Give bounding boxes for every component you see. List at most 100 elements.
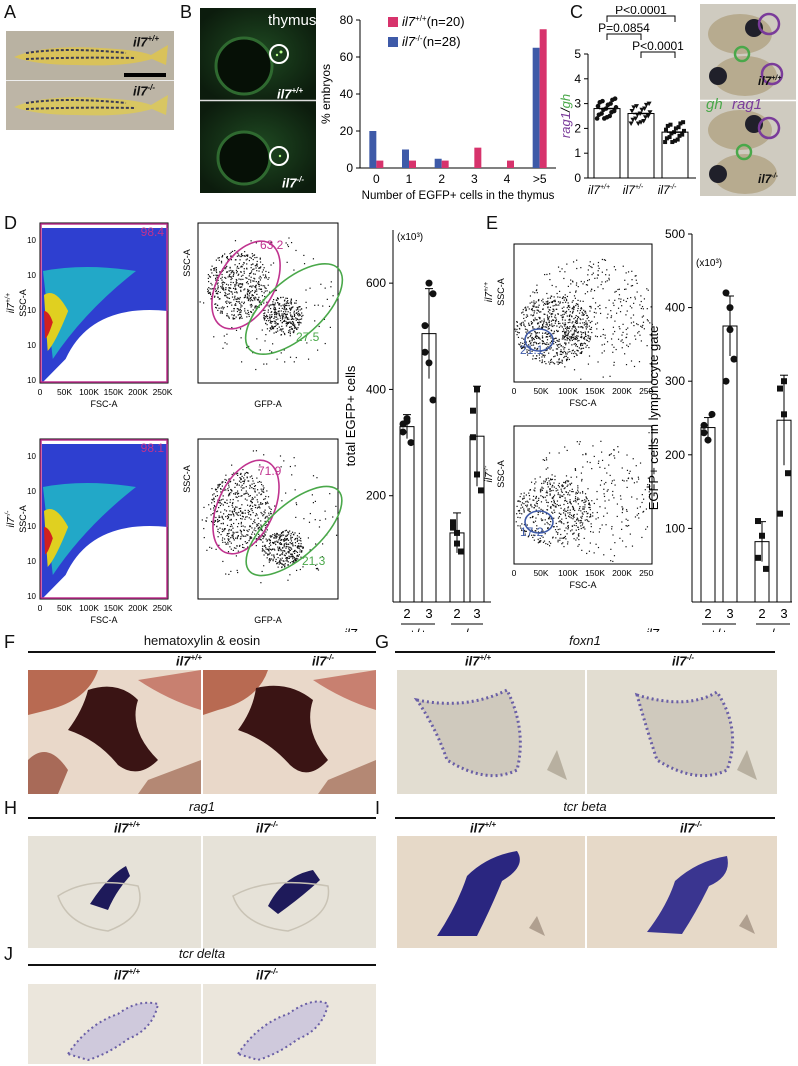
event-dot bbox=[625, 300, 627, 303]
event-dot bbox=[267, 320, 270, 322]
event-dot bbox=[266, 548, 269, 550]
event-dot bbox=[577, 316, 580, 318]
event-dot bbox=[619, 495, 622, 497]
event-dot bbox=[305, 289, 307, 291]
event-dot bbox=[629, 343, 631, 345]
event-dot bbox=[236, 506, 238, 508]
event-dot bbox=[560, 507, 562, 509]
event-dot bbox=[281, 547, 284, 549]
event-dot bbox=[575, 501, 577, 503]
event-dot bbox=[566, 360, 568, 362]
panel-label-f: F bbox=[4, 632, 15, 652]
event-dot bbox=[536, 306, 538, 308]
event-dot bbox=[303, 254, 305, 257]
event-dot bbox=[550, 329, 552, 331]
event-dot bbox=[218, 506, 220, 509]
event-dot bbox=[522, 308, 524, 311]
event-dot bbox=[553, 526, 555, 528]
event-dot bbox=[564, 535, 566, 538]
event-dot bbox=[232, 275, 234, 277]
event-dot bbox=[582, 332, 585, 334]
event-dot bbox=[269, 559, 271, 561]
event-dot bbox=[273, 326, 276, 328]
event-dot bbox=[551, 323, 553, 325]
event-dot bbox=[558, 482, 560, 485]
data-dot bbox=[470, 407, 476, 414]
event-dot bbox=[258, 526, 261, 528]
event-dot bbox=[571, 525, 573, 527]
event-dot bbox=[235, 282, 237, 284]
event-dot bbox=[603, 554, 605, 556]
event-dot bbox=[226, 499, 228, 501]
event-dot bbox=[577, 487, 579, 489]
event-dot bbox=[626, 510, 628, 512]
event-dot bbox=[569, 511, 571, 514]
event-dot bbox=[543, 480, 545, 482]
event-dot bbox=[624, 279, 626, 281]
event-dot bbox=[529, 332, 531, 334]
event-dot bbox=[217, 530, 219, 533]
event-dot bbox=[241, 504, 243, 506]
event-dot bbox=[282, 550, 284, 552]
event-dot bbox=[572, 518, 574, 520]
event-dot bbox=[234, 240, 237, 242]
event-dot bbox=[582, 499, 584, 502]
event-dot bbox=[619, 311, 622, 313]
fluor-genotype-ko: il7-/- bbox=[282, 175, 305, 191]
event-dot bbox=[235, 519, 237, 521]
event-dot bbox=[567, 302, 569, 304]
event-dot bbox=[218, 516, 220, 519]
event-dot bbox=[563, 488, 565, 490]
event-dot bbox=[260, 266, 262, 268]
event-dot bbox=[274, 540, 276, 543]
event-dot bbox=[267, 284, 269, 286]
event-dot bbox=[276, 536, 278, 538]
event-dot bbox=[291, 321, 294, 323]
event-dot bbox=[263, 285, 266, 287]
event-dot bbox=[215, 290, 217, 292]
event-dot bbox=[566, 358, 569, 361]
event-dot bbox=[565, 298, 568, 300]
event-dot bbox=[540, 495, 542, 497]
event-dot bbox=[584, 335, 587, 338]
event-dot bbox=[566, 449, 568, 452]
event-dot bbox=[243, 477, 245, 479]
event-dot bbox=[268, 277, 270, 279]
event-dot bbox=[265, 287, 267, 290]
event-dot bbox=[226, 315, 228, 317]
x-tick-label: 150K bbox=[585, 386, 605, 396]
event-dot bbox=[226, 305, 229, 308]
event-dot bbox=[221, 485, 223, 487]
event-dot bbox=[226, 313, 228, 315]
event-dot bbox=[525, 316, 527, 318]
event-dot bbox=[577, 299, 579, 301]
data-dot bbox=[425, 279, 433, 287]
event-dot bbox=[217, 487, 219, 489]
event-dot bbox=[602, 333, 604, 336]
event-dot bbox=[207, 274, 209, 276]
event-dot bbox=[645, 528, 647, 530]
event-dot bbox=[542, 530, 544, 532]
event-dot bbox=[254, 521, 256, 524]
event-dot bbox=[583, 309, 585, 311]
event-dot bbox=[569, 483, 571, 485]
event-dot bbox=[287, 561, 289, 563]
event-dot bbox=[549, 324, 551, 326]
data-dot bbox=[429, 290, 437, 298]
event-dot bbox=[541, 531, 543, 533]
event-dot bbox=[218, 257, 220, 259]
y-tick-label: 10 bbox=[27, 341, 36, 350]
event-dot bbox=[215, 269, 217, 271]
event-dot bbox=[626, 469, 629, 471]
data-dot bbox=[602, 116, 607, 121]
event-dot bbox=[523, 492, 525, 494]
event-dot bbox=[227, 538, 229, 540]
event-dot bbox=[218, 259, 220, 261]
event-dot bbox=[532, 314, 535, 316]
event-dot bbox=[556, 354, 559, 356]
event-dot bbox=[269, 552, 271, 554]
event-dot bbox=[296, 306, 298, 309]
event-dot bbox=[288, 557, 290, 559]
event-dot bbox=[573, 500, 575, 502]
event-dot bbox=[257, 536, 260, 538]
